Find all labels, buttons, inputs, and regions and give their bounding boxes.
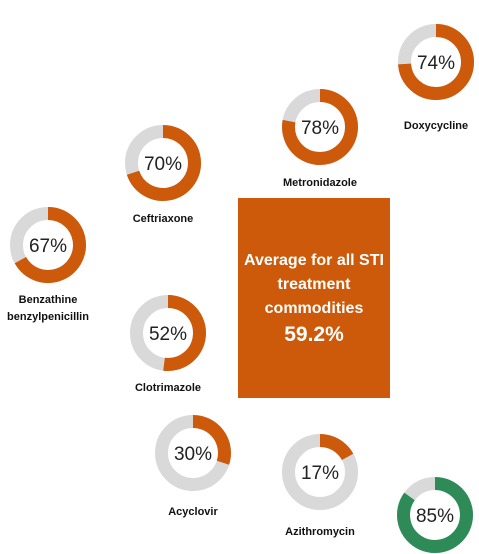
donut-value: 67% [29,236,67,257]
donut-arc [14,207,86,283]
donut-arc [319,434,354,461]
donut-value: 52% [149,324,187,345]
donut-value: 17% [301,463,339,484]
donut-label: Clotrimazole [134,382,201,394]
donut-value: 78% [301,118,339,139]
donut-arc [163,295,206,371]
donut-arc [282,89,358,165]
donut-label: Ceftriaxone [132,213,194,225]
donut-label: Acyclovir [168,506,218,518]
donut-arc [126,125,201,201]
donut-label: Metronidazole [283,177,357,189]
donut-value: 74% [417,53,455,74]
donut-value: 70% [144,154,182,175]
donut-arc [192,415,231,465]
summary-value: 59.2% [284,323,344,346]
donut-label: Benzathine benzylpenicillin [7,294,89,323]
donut-value: 30% [174,444,212,465]
summary-box: Average for all STI treatment commoditie… [238,198,390,398]
donut-arc [397,477,473,553]
donut-arc [398,24,474,100]
summary-label: Average for all STI treatment commoditie… [244,252,384,317]
donut-label: Azithromycin [285,526,355,538]
donut-value: 85% [416,506,454,527]
donut-label: Doxycycline [403,120,469,132]
